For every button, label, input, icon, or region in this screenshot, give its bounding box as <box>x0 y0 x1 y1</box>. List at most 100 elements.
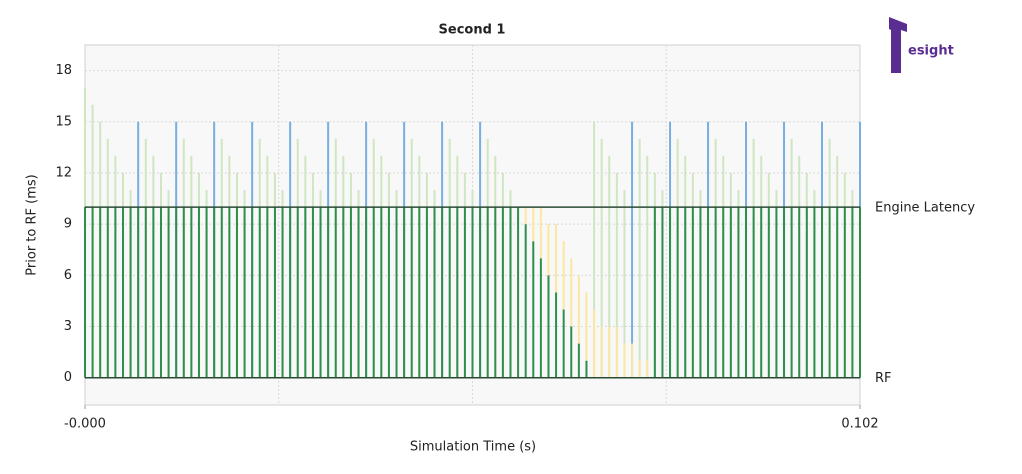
bar <box>258 207 261 378</box>
bar <box>532 241 535 378</box>
bar <box>395 207 398 378</box>
bar <box>456 207 459 378</box>
bar <box>448 207 451 378</box>
bar <box>638 360 641 378</box>
bar <box>410 207 413 378</box>
bar <box>524 224 527 378</box>
bar <box>114 207 117 378</box>
bar <box>167 207 170 378</box>
bar <box>570 258 573 327</box>
bar <box>805 207 808 378</box>
bar <box>843 207 846 378</box>
bar <box>646 155 649 378</box>
bar <box>517 207 520 378</box>
bar <box>555 292 558 378</box>
bar <box>319 207 322 378</box>
y-axis-label: Prior to RF (ms) <box>25 174 40 275</box>
bar <box>365 207 368 378</box>
bar <box>661 207 664 378</box>
reference-line-label: Engine Latency <box>875 201 975 216</box>
x-axis-label: Simulation Time (s) <box>410 440 536 455</box>
bar <box>691 207 694 378</box>
bar <box>562 309 565 378</box>
bar <box>159 207 162 378</box>
bar <box>91 207 94 378</box>
bar <box>577 275 580 344</box>
bar <box>615 326 618 378</box>
bar <box>760 207 763 378</box>
bar <box>669 207 672 378</box>
bar <box>152 207 155 378</box>
bar <box>509 207 512 378</box>
y-tick-label: 6 <box>64 268 72 283</box>
bar <box>228 207 231 378</box>
logo-text: esight <box>908 44 954 59</box>
bar <box>646 360 649 378</box>
bar <box>714 207 717 378</box>
bar <box>790 207 793 378</box>
bar <box>197 207 200 378</box>
bar <box>608 326 611 378</box>
bar <box>190 207 193 378</box>
bar <box>836 207 839 378</box>
bar <box>129 207 132 378</box>
bar <box>494 207 497 378</box>
bar <box>251 207 254 378</box>
bar <box>737 207 740 378</box>
bar <box>349 207 352 378</box>
bar <box>524 207 527 225</box>
bar <box>775 207 778 378</box>
bar <box>767 207 770 378</box>
bar <box>638 138 641 378</box>
bar <box>532 207 535 242</box>
bar <box>220 207 223 378</box>
bar <box>813 207 816 378</box>
bar <box>783 207 786 378</box>
bar <box>585 360 588 378</box>
bar <box>684 207 687 378</box>
bar <box>608 155 611 378</box>
bar <box>327 207 330 378</box>
x-tick-label: 0.102 <box>841 417 878 432</box>
bar <box>334 207 337 378</box>
bar <box>851 207 854 378</box>
bar <box>623 190 626 378</box>
bar <box>623 343 626 378</box>
chart-title: Second 1 <box>439 23 506 38</box>
bar <box>615 172 618 378</box>
bar <box>106 207 109 378</box>
bar <box>479 207 482 378</box>
bar <box>372 207 375 378</box>
bar <box>121 207 124 378</box>
bar <box>699 207 702 378</box>
bar <box>357 207 360 378</box>
bar <box>243 207 246 378</box>
bar <box>539 258 542 378</box>
y-tick-label: 0 <box>64 370 72 385</box>
bar <box>380 207 383 378</box>
bar <box>593 309 596 378</box>
bar <box>311 207 314 378</box>
bar <box>798 207 801 378</box>
bar <box>387 207 390 378</box>
bar <box>235 207 238 378</box>
bar <box>175 207 178 378</box>
bar <box>752 207 755 378</box>
bar <box>562 241 565 310</box>
bar <box>205 207 208 378</box>
bar <box>577 343 580 378</box>
bar <box>425 207 428 378</box>
bar <box>600 326 603 378</box>
bar <box>547 224 550 276</box>
bar <box>707 207 710 378</box>
bar <box>653 207 656 378</box>
bar <box>281 207 284 378</box>
bar <box>859 207 861 378</box>
reference-line-label: RF <box>875 371 892 386</box>
bar <box>403 207 406 378</box>
bar <box>501 207 504 378</box>
bar <box>296 207 299 378</box>
bar <box>821 207 824 378</box>
bar <box>676 207 679 378</box>
